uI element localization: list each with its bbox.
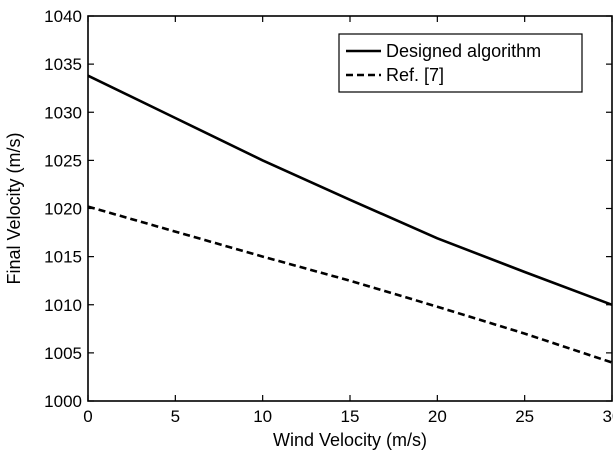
- y-tick-label: 1040: [44, 7, 82, 26]
- y-tick-label: 1025: [44, 151, 82, 170]
- x-tick-label: 5: [171, 407, 180, 426]
- x-tick-label: 15: [341, 407, 360, 426]
- y-tick-label: 1010: [44, 296, 82, 315]
- x-axis-ticks: 0 5 10 15 20 25 30: [83, 16, 613, 426]
- y-axis-label: Final Velocity (m/s): [4, 132, 24, 284]
- legend-label-ref-7: Ref. [7]: [386, 65, 444, 85]
- y-axis-ticks: 1000 1005 1010 1015 1020 1025 1030 1035 1040: [44, 7, 612, 411]
- x-axis-label: Wind Velocity (m/s): [273, 430, 427, 450]
- y-tick-label: 1000: [44, 392, 82, 411]
- y-tick-label: 1035: [44, 55, 82, 74]
- x-tick-label: 0: [83, 407, 92, 426]
- series-line-designed-algorithm: [87, 74, 613, 307]
- y-tick-label: 1015: [44, 248, 82, 267]
- y-tick-label: 1020: [44, 200, 82, 219]
- series-layer: [87, 74, 613, 364]
- x-tick-label: 25: [515, 407, 534, 426]
- x-tick-label: 10: [253, 407, 272, 426]
- y-tick-label: 1030: [44, 103, 82, 122]
- x-tick-label: 20: [428, 407, 447, 426]
- series-line-ref-7: [87, 205, 613, 364]
- x-tick-label: 30: [603, 407, 613, 426]
- legend: Designed algorithm Ref. [7]: [338, 33, 583, 93]
- y-tick-label: 1005: [44, 344, 82, 363]
- legend-label-designed-algorithm: Designed algorithm: [386, 41, 541, 61]
- legend-box: [338, 33, 583, 93]
